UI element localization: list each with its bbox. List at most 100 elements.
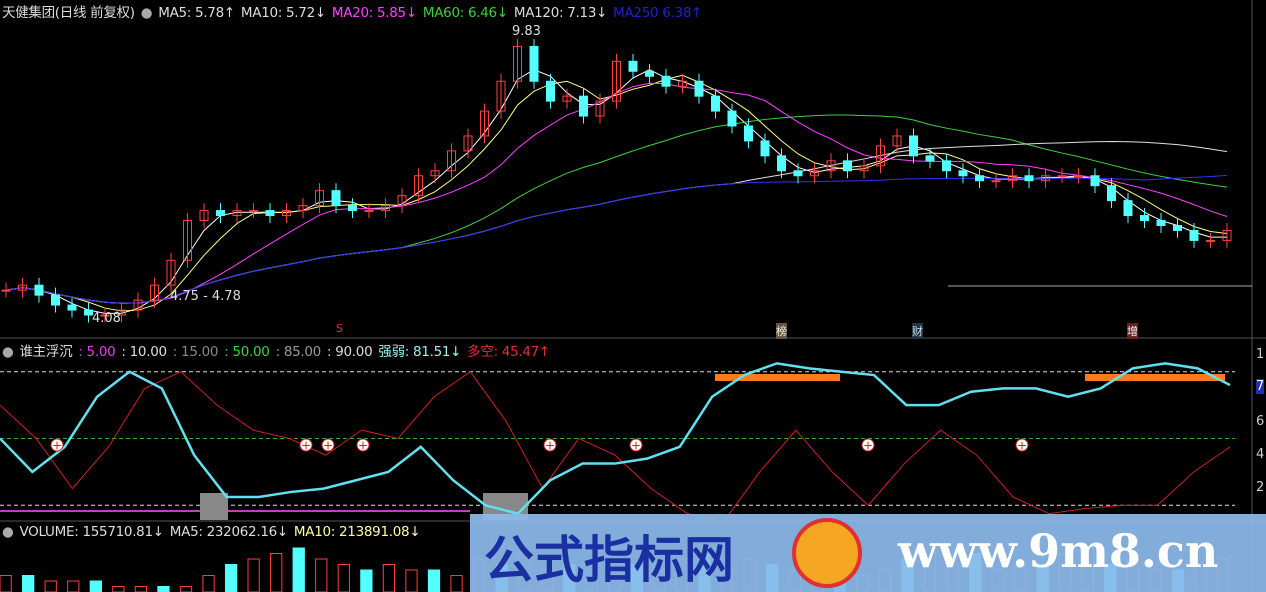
candle bbox=[859, 165, 869, 172]
high-label: 9.83 bbox=[512, 24, 541, 39]
candle bbox=[925, 155, 935, 162]
candle bbox=[183, 220, 192, 261]
stock-title: 天健集团(日线 前复权) bbox=[2, 5, 135, 21]
buy-signal-marker bbox=[629, 438, 643, 452]
collapse-icon[interactable]: ● bbox=[140, 5, 153, 21]
candle bbox=[133, 299, 143, 311]
marker-s[interactable]: S bbox=[336, 322, 343, 335]
volume-bar bbox=[224, 564, 238, 592]
plus-icon: + bbox=[52, 439, 62, 453]
candle bbox=[496, 80, 506, 112]
plus-icon: + bbox=[863, 439, 873, 453]
volume-value: VOLUME: 155710.81↓ bbox=[19, 524, 164, 540]
marker-cai[interactable]: 财 bbox=[912, 323, 923, 339]
volume-bar bbox=[0, 575, 12, 592]
volume-legend: ● VOLUME: 155710.81↓ MA5: 232062.16↓ MA10: … bbox=[2, 524, 426, 540]
volume-bar bbox=[360, 569, 373, 592]
candle bbox=[1156, 220, 1166, 226]
candle bbox=[661, 75, 671, 87]
candle bbox=[84, 309, 93, 316]
volume-bar bbox=[157, 586, 170, 592]
candle bbox=[843, 160, 852, 172]
plus-icon: + bbox=[1017, 439, 1027, 453]
candle bbox=[463, 135, 473, 152]
candle bbox=[1107, 185, 1116, 202]
volume-bar bbox=[427, 569, 441, 592]
candle bbox=[430, 170, 440, 177]
volume-bar bbox=[405, 569, 418, 592]
volume-bar bbox=[382, 564, 396, 592]
candle bbox=[1090, 175, 1100, 187]
volume-bar bbox=[179, 586, 193, 592]
param-3: : 15.00 bbox=[172, 344, 219, 360]
plus-icon: + bbox=[323, 439, 333, 453]
candle bbox=[909, 135, 918, 157]
candle bbox=[1008, 175, 1017, 182]
indicator-legend: ● 谁主浮沉: 5.00: 10.00: 15.00: 50.00: 85.00:… bbox=[2, 340, 556, 360]
vol-ma5-value: MA5: 232062.16↓ bbox=[169, 524, 288, 540]
bottom-zone bbox=[200, 493, 228, 520]
candle bbox=[810, 170, 819, 177]
buy-signal-marker bbox=[861, 438, 875, 452]
watermark-url: www.9m8.cn bbox=[898, 524, 1219, 578]
candle bbox=[397, 195, 407, 207]
candle bbox=[760, 140, 770, 157]
volume-bar bbox=[292, 547, 305, 592]
sub-tick-label: 7 bbox=[1256, 379, 1265, 394]
candle bbox=[67, 304, 77, 311]
ma5-value: MA5: 5.78↑ bbox=[158, 5, 235, 21]
volume-bar bbox=[134, 586, 148, 592]
candle bbox=[34, 284, 44, 296]
candle bbox=[876, 145, 885, 167]
candle bbox=[1074, 175, 1083, 178]
ma250-value: MA250 6.38↑ bbox=[613, 5, 703, 21]
sub-tick-label: 4 bbox=[1256, 447, 1265, 462]
ma20-line bbox=[5, 82, 1228, 304]
longshort-value: 多空: 45.47↑ bbox=[467, 344, 550, 360]
candle bbox=[18, 284, 27, 291]
collapse-icon[interactable]: ● bbox=[2, 524, 14, 540]
candle bbox=[298, 205, 308, 212]
param-4: : 50.00 bbox=[224, 344, 270, 360]
strong-zone bbox=[1085, 374, 1225, 381]
volume-bar bbox=[89, 580, 102, 592]
candle bbox=[628, 60, 638, 72]
candle bbox=[694, 80, 704, 97]
candle bbox=[249, 210, 258, 213]
collapse-icon[interactable]: ● bbox=[2, 344, 14, 360]
volume-bar bbox=[44, 580, 57, 592]
candle bbox=[282, 210, 291, 217]
plus-icon: + bbox=[301, 439, 311, 453]
candle bbox=[265, 210, 275, 217]
strong-zone bbox=[715, 374, 840, 381]
candle bbox=[1222, 229, 1232, 241]
candle bbox=[892, 135, 902, 147]
volume-bar bbox=[270, 553, 283, 592]
buy-signal-marker bbox=[356, 438, 370, 452]
marker-bang[interactable]: 榜 bbox=[776, 323, 787, 339]
volume-bar bbox=[450, 575, 463, 592]
ma10-value: MA10: 5.72↓ bbox=[240, 5, 326, 21]
candle bbox=[711, 95, 720, 112]
candle bbox=[480, 110, 489, 137]
candle bbox=[381, 205, 390, 212]
candle bbox=[166, 259, 176, 286]
candle bbox=[1206, 239, 1215, 242]
watermark-banner: 公式指标网 www.9m8.cn bbox=[470, 514, 1266, 592]
vol-ma10-value: MA10: 213891.08↓ bbox=[293, 524, 421, 540]
candle bbox=[991, 180, 1001, 183]
ma120-line bbox=[5, 140, 1228, 304]
param-6: : 90.00 bbox=[326, 344, 373, 360]
range-label: 4.75 - 4.78 bbox=[170, 289, 241, 304]
candle bbox=[1, 289, 11, 292]
candle bbox=[117, 309, 126, 316]
volume-bar bbox=[67, 580, 80, 592]
buy-signal-marker bbox=[299, 438, 313, 452]
candle bbox=[826, 160, 836, 172]
volume-bar bbox=[22, 575, 35, 592]
candle bbox=[315, 190, 324, 207]
volume-bar bbox=[315, 558, 328, 592]
candle bbox=[645, 70, 654, 77]
param-5: : 85.00 bbox=[275, 344, 322, 360]
marker-zeng[interactable]: 增 bbox=[1127, 323, 1138, 339]
